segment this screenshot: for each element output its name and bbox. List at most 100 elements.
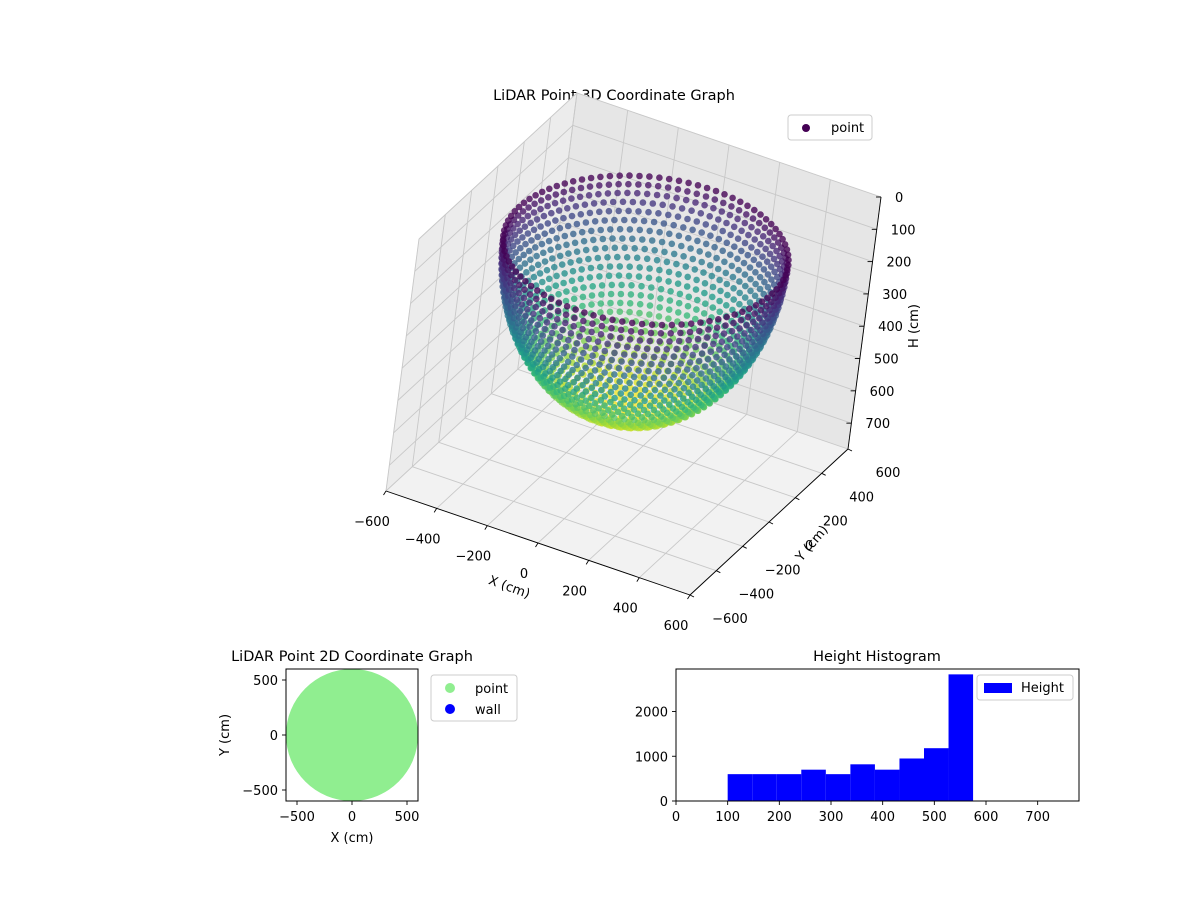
lidar-point bbox=[611, 371, 618, 378]
lidar-point bbox=[696, 327, 703, 335]
lidar-point bbox=[752, 280, 759, 288]
lidar-point bbox=[563, 303, 571, 310]
lidar-point bbox=[713, 324, 721, 332]
lidar-point bbox=[594, 254, 602, 262]
lidar-point bbox=[636, 380, 643, 388]
lidar-point bbox=[685, 293, 693, 301]
lidar-point bbox=[627, 328, 635, 335]
lidar-point bbox=[508, 297, 515, 305]
lidar-point bbox=[645, 274, 653, 282]
lidar-point bbox=[553, 272, 560, 280]
lidar-point bbox=[574, 374, 581, 382]
lidar-point bbox=[693, 276, 700, 284]
lidar-point bbox=[689, 226, 696, 234]
lidar-point bbox=[678, 242, 685, 250]
lidar-point bbox=[527, 282, 535, 290]
lidar-point bbox=[563, 241, 570, 249]
lidar-point bbox=[641, 386, 649, 394]
lidar-point bbox=[569, 366, 576, 374]
lidar-point bbox=[706, 379, 714, 387]
lidar-point bbox=[754, 248, 761, 256]
lidar-point bbox=[767, 220, 775, 228]
lidar-point bbox=[638, 282, 645, 290]
lidar-point bbox=[527, 219, 534, 227]
lidar-point bbox=[577, 356, 585, 363]
lidar-point bbox=[596, 361, 603, 368]
lidar-point bbox=[679, 395, 687, 402]
lidar-point bbox=[626, 300, 634, 307]
lidar-point bbox=[532, 303, 539, 311]
y-tick-label: 0 bbox=[805, 539, 813, 554]
lidar-point bbox=[607, 299, 614, 307]
lidar-point bbox=[521, 260, 529, 267]
lidar-point bbox=[532, 244, 539, 251]
lidar-point bbox=[616, 225, 624, 233]
chart-2d-legend-marker-wall bbox=[445, 704, 455, 714]
lidar-point bbox=[766, 250, 774, 258]
lidar-point bbox=[739, 308, 746, 316]
lidar-point bbox=[511, 231, 519, 239]
lidar-point bbox=[667, 360, 675, 368]
lidar-point bbox=[637, 329, 645, 336]
lidar-point bbox=[554, 340, 561, 347]
y-tick-label: 2000 bbox=[635, 706, 668, 721]
lidar-point bbox=[666, 401, 673, 409]
histogram-bar bbox=[924, 748, 949, 801]
chart-3d-z-axis-label: H (cm) bbox=[907, 304, 922, 348]
lidar-point bbox=[715, 316, 722, 323]
lidar-point bbox=[711, 196, 719, 203]
lidar-point bbox=[729, 273, 737, 281]
lidar-point bbox=[657, 392, 664, 399]
lidar-point bbox=[655, 210, 662, 217]
lidar-point bbox=[730, 223, 738, 231]
lidar-point bbox=[770, 255, 778, 263]
lidar-point bbox=[568, 195, 575, 202]
lidar-point bbox=[524, 212, 532, 220]
lidar-point bbox=[544, 202, 551, 210]
x-tick-label: 600 bbox=[974, 810, 999, 825]
lidar-point bbox=[720, 330, 728, 337]
lidar-point bbox=[597, 226, 604, 234]
lidar-point bbox=[660, 220, 668, 227]
lidar-point bbox=[736, 345, 743, 353]
lidar-point bbox=[670, 250, 678, 258]
lidar-point bbox=[640, 374, 648, 381]
lidar-point bbox=[617, 390, 625, 397]
lidar-point bbox=[647, 392, 654, 400]
lidar-point bbox=[555, 299, 563, 307]
lidar-point bbox=[692, 315, 699, 323]
lidar-point bbox=[548, 329, 556, 337]
lidar-point bbox=[706, 213, 713, 220]
lidar-point bbox=[755, 261, 763, 268]
chart-histogram-y-ticks: 0 1000 2000 bbox=[635, 706, 676, 810]
lidar-point bbox=[666, 230, 673, 238]
lidar-point bbox=[650, 218, 658, 226]
lidar-point bbox=[646, 173, 653, 180]
lidar-point bbox=[564, 205, 571, 212]
lidar-point bbox=[636, 337, 644, 344]
lidar-point bbox=[571, 239, 579, 247]
x-tick-label: 500 bbox=[395, 810, 420, 825]
lidar-point bbox=[751, 310, 758, 318]
lidar-point bbox=[560, 214, 567, 222]
y-tick-label: 600 bbox=[876, 466, 901, 481]
lidar-point bbox=[619, 318, 626, 325]
lidar-point bbox=[658, 321, 666, 329]
lidar-point bbox=[626, 172, 633, 179]
lidar-point bbox=[694, 296, 701, 304]
lidar-point bbox=[533, 295, 540, 303]
lidar-point bbox=[648, 321, 656, 329]
lidar-point bbox=[682, 196, 690, 204]
lidar-point bbox=[591, 390, 599, 398]
lidar-point bbox=[663, 346, 671, 353]
lidar-point bbox=[505, 258, 513, 265]
lidar-point bbox=[579, 302, 586, 310]
lidar-point bbox=[539, 308, 546, 315]
lidar-point bbox=[693, 306, 700, 313]
lidar-point bbox=[655, 313, 663, 320]
lidar-point bbox=[597, 173, 604, 181]
lidar-point bbox=[628, 319, 636, 327]
lidar-point bbox=[694, 237, 701, 245]
lidar-point bbox=[731, 341, 739, 348]
